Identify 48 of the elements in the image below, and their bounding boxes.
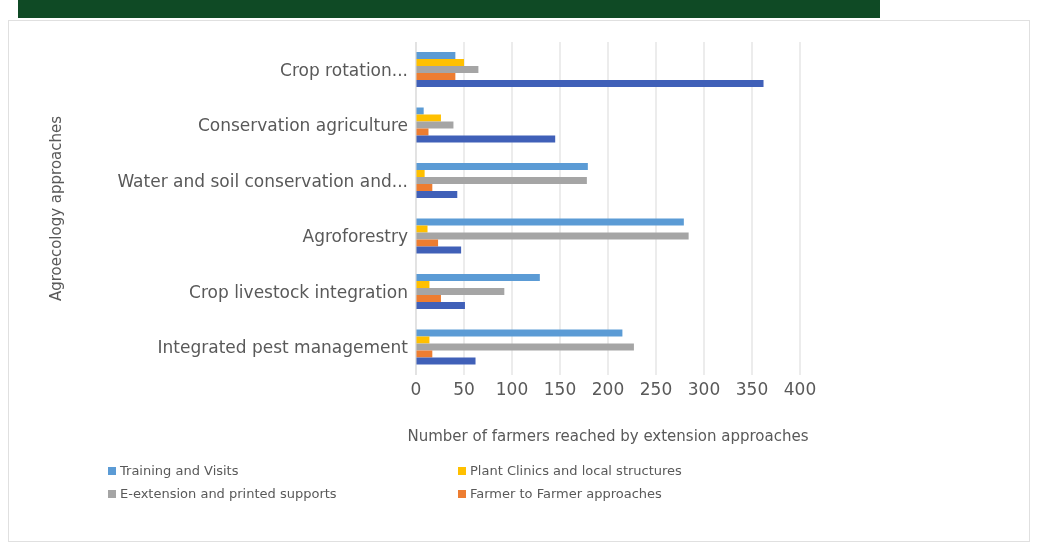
x-tick-label: 400 xyxy=(783,379,817,400)
bar xyxy=(416,232,689,240)
x-tick-label: 150 xyxy=(543,379,577,400)
bar xyxy=(416,183,433,191)
bar xyxy=(416,239,439,247)
bar xyxy=(416,114,441,122)
y-tick-label: Crop livestock integration xyxy=(189,281,408,302)
bar xyxy=(416,169,425,177)
bar xyxy=(416,135,556,143)
bar xyxy=(416,162,588,170)
x-tick-label: 50 xyxy=(453,379,475,400)
bar xyxy=(416,176,587,184)
bar xyxy=(416,51,456,59)
bar xyxy=(416,329,623,337)
bar xyxy=(416,357,476,365)
bar xyxy=(416,190,458,198)
y-tick-label: Crop rotation... xyxy=(280,59,408,80)
y-tick-label: Integrated pest management xyxy=(157,337,409,358)
bar xyxy=(416,72,456,80)
bar xyxy=(416,287,505,295)
bar xyxy=(416,294,441,302)
y-tick-label: Agroforestry xyxy=(302,226,408,247)
bar xyxy=(416,107,424,115)
bar xyxy=(416,58,464,66)
y-tick-label: Water and soil conservation and... xyxy=(117,170,408,191)
x-axis-title: Number of farmers reached by extension approaches xyxy=(407,427,809,445)
legend-label: E-extension and printed supports xyxy=(120,486,337,501)
x-tick-label: 350 xyxy=(735,379,769,400)
bar xyxy=(416,350,433,358)
y-tick-label: Conservation agriculture xyxy=(197,115,408,136)
bar xyxy=(416,343,634,351)
bar xyxy=(416,65,479,73)
legend-label: Plant Clinics and local structures xyxy=(470,463,682,478)
x-tick-label: 200 xyxy=(591,379,625,400)
bar xyxy=(416,79,764,87)
x-tick-label: 100 xyxy=(495,379,529,400)
bar xyxy=(416,246,462,254)
y-axis-title: Agroecology approaches xyxy=(47,115,66,302)
bar xyxy=(416,121,454,129)
bar xyxy=(416,301,465,309)
bar xyxy=(416,225,428,233)
x-tick-label: 250 xyxy=(639,379,673,400)
bar xyxy=(416,218,684,226)
x-tick-label: 300 xyxy=(687,379,721,400)
x-tick-label: 0 xyxy=(410,379,422,400)
legend-label: Farmer to Farmer approaches xyxy=(470,486,662,501)
legend-label: Training and Visits xyxy=(120,463,239,478)
bar xyxy=(416,273,540,281)
